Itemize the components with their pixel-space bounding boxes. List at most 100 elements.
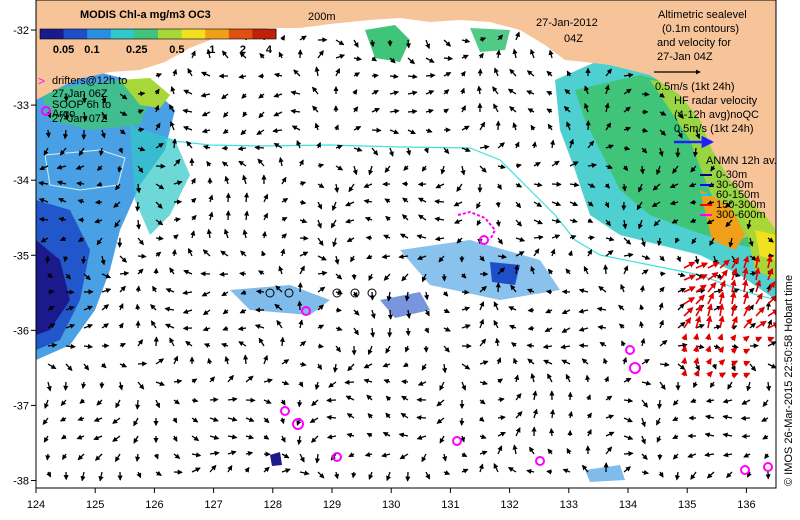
velocity-arrow <box>526 70 535 77</box>
velocity-arrow <box>381 253 391 260</box>
velocity-arrow <box>317 343 324 349</box>
velocity-arrow <box>623 417 633 423</box>
velocity-arrow <box>639 320 645 329</box>
velocity-arrow <box>746 219 752 230</box>
hf-radar-arrow <box>683 297 696 305</box>
velocity-arrow <box>385 412 391 419</box>
velocity-arrow <box>693 381 698 389</box>
time-label: 04Z <box>564 33 583 45</box>
velocity-arrow <box>281 217 288 222</box>
velocity-arrow <box>350 255 356 263</box>
x-tick-label: 130 <box>382 499 400 511</box>
velocity-arrow <box>532 408 538 419</box>
velocity-arrow <box>551 234 561 240</box>
velocity-arrow <box>311 399 319 407</box>
velocity-arrow <box>261 230 267 239</box>
velocity-arrow <box>492 86 499 95</box>
velocity-arrow <box>604 102 610 113</box>
velocity-arrow <box>434 198 445 205</box>
velocity-arrow <box>493 301 499 311</box>
velocity-arrow <box>172 417 178 424</box>
velocity-arrow <box>273 142 283 149</box>
velocity-arrow <box>363 198 373 204</box>
velocity-arrow <box>227 450 237 456</box>
velocity-arrow <box>60 434 67 440</box>
velocity-arrow <box>172 435 178 442</box>
velocity-arrow <box>385 215 391 222</box>
hf-radar-arrow <box>719 280 726 293</box>
velocity-arrow <box>152 285 158 293</box>
velocity-arrow <box>401 379 409 385</box>
velocity-arrow <box>353 56 362 62</box>
velocity-arrow <box>761 416 769 422</box>
velocity-arrow <box>694 255 700 265</box>
hf-radar-arrow <box>695 294 705 305</box>
velocity-arrow <box>512 444 518 455</box>
velocity-arrow <box>173 453 181 459</box>
altimetry-line-5: 0.5m/s (1kt 24h) <box>655 81 734 93</box>
velocity-arrow <box>191 452 202 458</box>
velocity-arrow <box>401 273 409 282</box>
velocity-arrow <box>578 343 589 349</box>
velocity-arrow <box>191 417 199 423</box>
velocity-arrow <box>621 183 627 192</box>
hf-radar-arrow <box>705 357 712 366</box>
drifter-line-2: 27-Jan 06Z <box>52 88 108 100</box>
velocity-arrow <box>546 70 553 77</box>
hf-radar-arrow <box>742 335 750 343</box>
velocity-arrow <box>543 359 553 365</box>
velocity-arrow <box>479 360 489 366</box>
velocity-arrow <box>566 121 571 131</box>
velocity-arrow <box>741 433 751 439</box>
altimetry-legend: Altimetric sealevel (0.1m contours) and … <box>654 9 747 93</box>
velocity-arrow <box>46 381 52 392</box>
velocity-arrow <box>183 269 193 275</box>
velocity-arrow <box>137 268 144 275</box>
velocity-arrow <box>443 308 450 314</box>
velocity-arrow <box>476 85 482 95</box>
velocity-arrow <box>544 327 553 333</box>
velocity-arrow <box>581 464 589 473</box>
velocity-arrow <box>114 219 121 228</box>
velocity-arrow <box>170 85 176 95</box>
velocity-arrow <box>551 181 562 187</box>
velocity-arrow <box>227 396 238 403</box>
velocity-arrow <box>417 214 427 221</box>
velocity-arrow <box>172 234 179 240</box>
velocity-arrow <box>281 380 290 386</box>
velocity-arrow <box>278 156 284 167</box>
velocity-arrow <box>238 160 247 167</box>
velocity-arrow <box>367 412 374 419</box>
hf-radar-arrow <box>705 333 712 341</box>
velocity-arrow <box>584 85 590 95</box>
velocity-arrow <box>136 471 142 479</box>
velocity-arrow <box>363 183 373 188</box>
velocity-arrow <box>512 122 518 131</box>
velocity-arrow <box>706 219 715 225</box>
velocity-arrow <box>154 104 160 113</box>
velocity-arrow <box>331 201 337 212</box>
velocity-arrow <box>347 363 355 372</box>
velocity-arrow <box>561 289 571 295</box>
velocity-arrow <box>263 193 269 203</box>
velocity-arrow <box>45 453 51 461</box>
velocity-arrow <box>461 468 469 474</box>
velocity-arrow <box>672 416 679 422</box>
velocity-arrow <box>224 355 230 365</box>
velocity-arrow <box>637 219 643 230</box>
velocity-arrow <box>290 108 301 114</box>
velocity-arrow <box>605 144 614 150</box>
velocity-arrow <box>281 198 289 204</box>
velocity-arrow <box>547 268 554 275</box>
velocity-arrow <box>404 345 410 353</box>
velocity-arrow <box>515 219 522 227</box>
velocity-arrow <box>221 342 229 348</box>
velocity-arrow <box>47 289 55 295</box>
velocity-arrow <box>58 198 67 203</box>
velocity-arrow <box>333 124 339 131</box>
velocity-arrow <box>298 381 304 388</box>
velocity-arrow <box>672 453 679 460</box>
velocity-arrow <box>442 453 448 462</box>
y-tick-label: -38 <box>13 475 29 487</box>
velocity-arrow <box>461 324 471 330</box>
